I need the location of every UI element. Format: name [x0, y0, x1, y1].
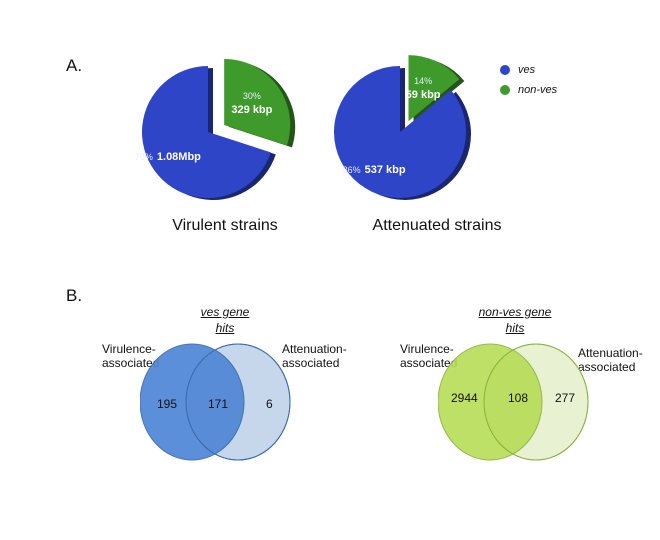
pie1-label-value-non-ves: 329 kbp — [231, 104, 272, 116]
venn-ves-right-label-line2: associated — [282, 356, 340, 370]
pie-title-attenuated: Attenuated strains — [372, 217, 502, 234]
venn-ves-left-label-line1: Virulence- — [102, 342, 156, 356]
pie1-label-value-ves: 1.08Mbp — [157, 151, 201, 163]
venn-ves-right-label-line1: Attenuation- — [282, 342, 347, 356]
pie-title-virulent: Virulent strains — [172, 217, 278, 234]
venn-title-non-ves-line2: hits — [505, 321, 525, 335]
venn-title-ves-line2: hits — [215, 321, 235, 335]
legend-marker-non-ves — [500, 85, 510, 95]
venn-ves-left-label-line2: associated — [102, 356, 160, 370]
venn-non-ves-both: 108 — [508, 391, 529, 405]
legend-label-ves: ves — [518, 64, 536, 76]
pie1-slice-ves — [142, 66, 276, 201]
venn-non-ves-left-label-line1: Virulence- — [400, 342, 454, 356]
pie2-label-percent-non-ves: 14% — [414, 76, 432, 86]
pie1-label-percent-ves: 70% — [135, 152, 153, 162]
venn-non-ves-right-only: 277 — [555, 391, 576, 405]
venn-title-ves-line1: ves gene — [200, 305, 250, 319]
pie-chart-virulent: 30% 329 kbp 70% 1.08Mbp — [130, 40, 320, 205]
pie2-label-value-ves: 537 kbp — [365, 164, 406, 176]
venn-ves-right-label: Attenuation- associated — [282, 342, 347, 370]
venn-ves-right-only: 6 — [266, 397, 273, 411]
venn-non-ves-left-label: Virulence- associated — [400, 342, 457, 370]
venn-ves-both: 171 — [208, 397, 229, 411]
pie-legend: ves non-ves — [500, 60, 557, 100]
pie1-slice-non-ves-face — [224, 58, 291, 146]
venn-non-ves-right-label: Attenuation- associated — [578, 346, 643, 374]
pie2-slice-non-ves-face — [408, 55, 460, 122]
pie1-slice-ves-face — [142, 66, 271, 198]
venn-ves-left-label: Virulence- associated — [102, 342, 159, 370]
pie1-slice-non-ves — [224, 58, 296, 148]
venn-diagram-non-ves — [438, 343, 589, 461]
pie2-label-value-non-ves: 59 kbp — [406, 89, 441, 101]
panel-a-label: A. — [66, 56, 83, 75]
venn-non-ves-right-label-line1: Attenuation- — [578, 346, 643, 360]
venn-non-ves-overlap-outline — [483, 343, 589, 461]
venn-non-ves-left-only: 2944 — [451, 391, 478, 405]
legend-label-non-ves: non-ves — [518, 84, 558, 96]
pie2-slice-non-ves — [408, 55, 465, 124]
venn-title-non-ves-line1: non-ves gene — [478, 305, 552, 319]
pie-chart-attenuated: 14% 59 kbp 86% 537 kbp — [322, 40, 512, 205]
venn-ves-overlap-outline — [185, 343, 291, 461]
venn-ves-left-only: 195 — [157, 397, 178, 411]
legend-item-ves: ves — [500, 60, 557, 80]
legend-item-non-ves: non-ves — [500, 80, 557, 100]
venn-non-ves-right-label-line2: associated — [578, 360, 636, 374]
venn-non-ves-left-label-line2: associated — [400, 356, 458, 370]
pie2-slice-ves — [333, 66, 471, 200]
venn-title-ves: ves gene hits — [180, 304, 270, 336]
venn-ves-left-circle — [140, 343, 245, 461]
pie1-label-percent-non-ves: 30% — [243, 91, 261, 101]
venn-non-ves-left-circle — [438, 343, 543, 461]
pie2-label-percent-ves: 86% — [343, 165, 361, 175]
venn-diagram-ves — [140, 343, 291, 461]
panel-b-label: B. — [66, 286, 83, 305]
legend-marker-ves — [500, 65, 510, 75]
venn-title-non-ves: non-ves gene hits — [465, 304, 565, 336]
pie2-slice-ves-face — [333, 66, 466, 198]
